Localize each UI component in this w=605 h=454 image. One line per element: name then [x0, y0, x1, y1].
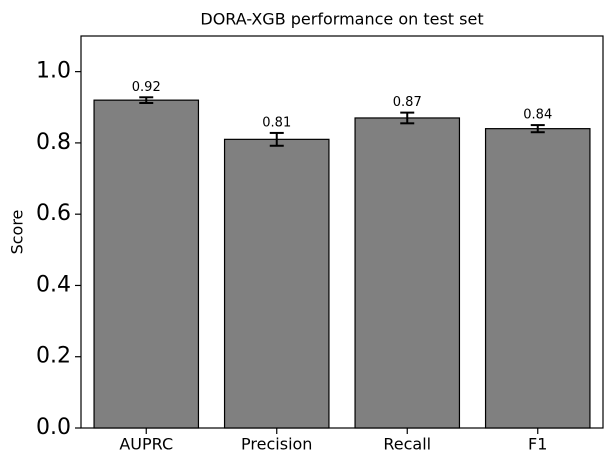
value-label: 0.87 — [393, 95, 422, 110]
x-tick-label: AUPRC — [119, 435, 173, 454]
bar — [223, 138, 330, 429]
plot-frame — [80, 35, 604, 429]
y-tick-label: 0.4 — [36, 272, 71, 297]
chart-title: DORA-XGB performance on test set — [200, 10, 483, 29]
x-tick-label: Precision — [241, 435, 312, 454]
y-tick-label: 0.6 — [36, 201, 71, 226]
bar — [484, 128, 591, 429]
x-tick-label: Recall — [383, 435, 431, 454]
y-tick-label: 0.2 — [36, 344, 71, 369]
bar — [354, 117, 461, 429]
y-tick-label: 1.0 — [36, 59, 71, 84]
y-axis-label: Score — [8, 210, 27, 255]
y-tick-label: 0.0 — [36, 415, 71, 440]
value-label: 0.81 — [262, 115, 291, 130]
value-label: 0.92 — [132, 80, 161, 95]
bar — [93, 99, 200, 429]
y-tick-label: 0.8 — [36, 130, 71, 155]
value-label: 0.84 — [523, 108, 552, 123]
x-tick-label: F1 — [528, 435, 547, 454]
